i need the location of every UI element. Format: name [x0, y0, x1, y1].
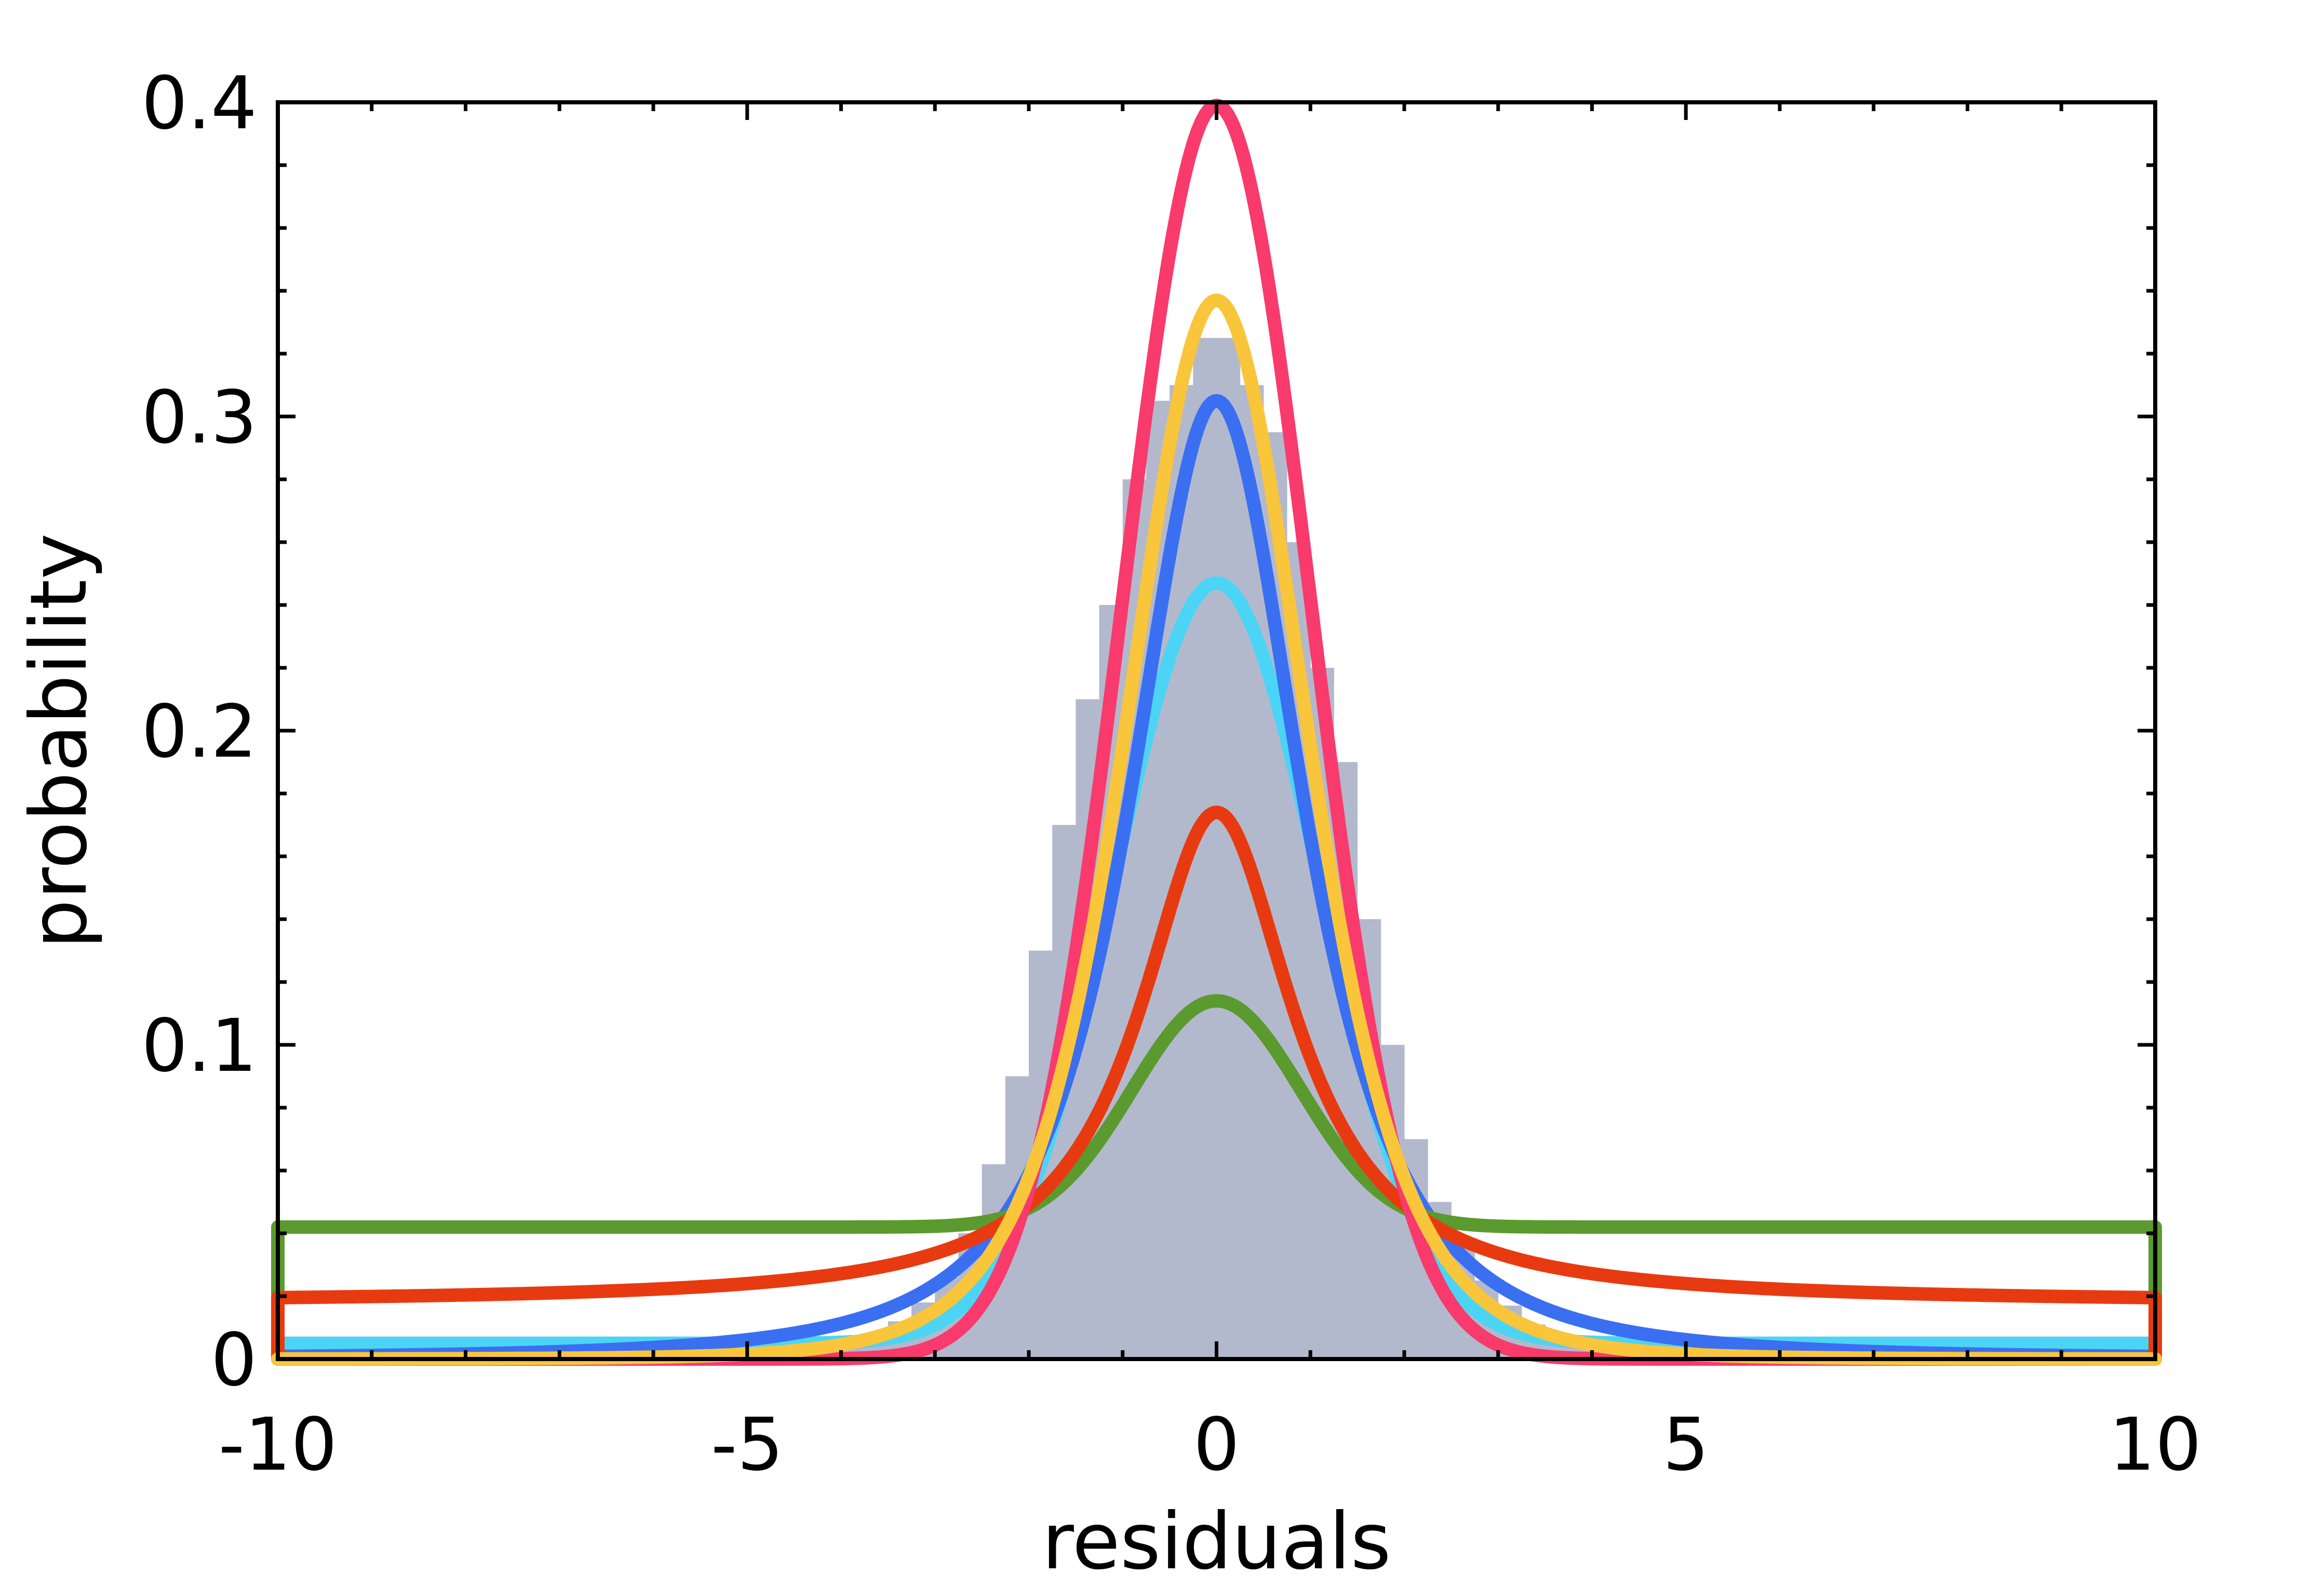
curve-series-2 — [271, 394, 2162, 1366]
x-tick-label: -5 — [711, 1403, 784, 1487]
residual-histogram — [817, 338, 1616, 1359]
x-tick-labels: -10 -5 0 5 10 — [219, 1403, 2201, 1487]
y-tick-label: 0.4 — [141, 61, 257, 146]
y-axis-label: probability — [14, 533, 104, 949]
x-tick-label: 0 — [1193, 1403, 1240, 1487]
y-tick-label: 0.1 — [141, 1004, 257, 1088]
curve-series-4 — [271, 805, 2162, 1366]
x-tick-label: 5 — [1663, 1403, 1709, 1487]
curve-series-1 — [271, 576, 2162, 1366]
y-tick-label: 0 — [211, 1318, 257, 1403]
curve-series-3 — [271, 994, 2162, 1366]
y-tick-label: 0.3 — [141, 375, 257, 460]
x-axis-label: residuals — [1042, 1497, 1391, 1587]
x-tick-label: -10 — [219, 1403, 338, 1487]
y-tick-label: 0.2 — [141, 690, 257, 774]
x-tick-label: 10 — [2109, 1403, 2201, 1487]
axis-ticks — [276, 100, 2157, 1361]
y-tick-labels: 0 0.1 0.2 0.3 0.4 — [141, 61, 257, 1403]
